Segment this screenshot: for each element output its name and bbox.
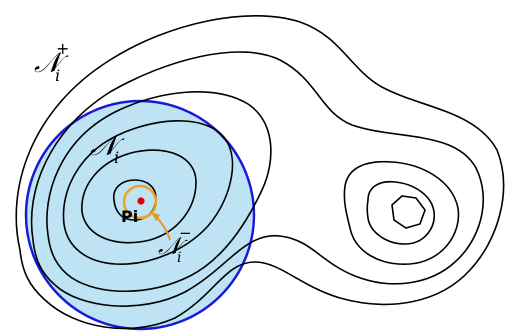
contour-2 bbox=[30, 51, 484, 307]
neighborhood-disk bbox=[24, 99, 256, 331]
contour-right-3 bbox=[391, 195, 426, 229]
contour-outer bbox=[15, 15, 505, 330]
svg-text:+: + bbox=[56, 39, 69, 58]
svg-text:i: i bbox=[55, 66, 60, 85]
arrow-head bbox=[151, 212, 160, 221]
contour-3 bbox=[46, 91, 272, 293]
contour-right-2 bbox=[366, 180, 435, 245]
contour-5 bbox=[81, 149, 197, 244]
svg-text:i: i bbox=[114, 148, 119, 167]
contour-right-1 bbox=[343, 160, 460, 265]
svg-text:i: i bbox=[177, 250, 181, 266]
point-label: Pi bbox=[121, 207, 138, 226]
contour-4 bbox=[62, 120, 234, 265]
inner-neighborhood-circle bbox=[122, 184, 158, 220]
outer-neighborhood-label: 𝒩 i + bbox=[34, 39, 69, 85]
point-pi-dot bbox=[137, 197, 145, 205]
svg-text:−: − bbox=[179, 224, 192, 242]
